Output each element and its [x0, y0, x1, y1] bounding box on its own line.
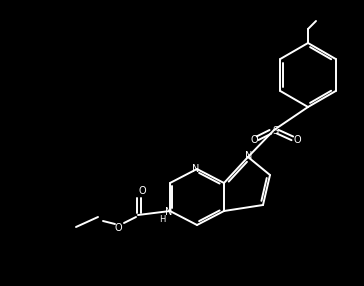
Text: N: N — [192, 164, 200, 174]
Text: O: O — [250, 135, 258, 145]
Text: O: O — [293, 135, 301, 145]
Text: N: N — [165, 207, 173, 217]
Text: N: N — [245, 151, 253, 161]
Text: O: O — [138, 186, 146, 196]
Text: S: S — [272, 126, 278, 136]
Text: H: H — [159, 215, 165, 225]
Text: O: O — [114, 223, 122, 233]
